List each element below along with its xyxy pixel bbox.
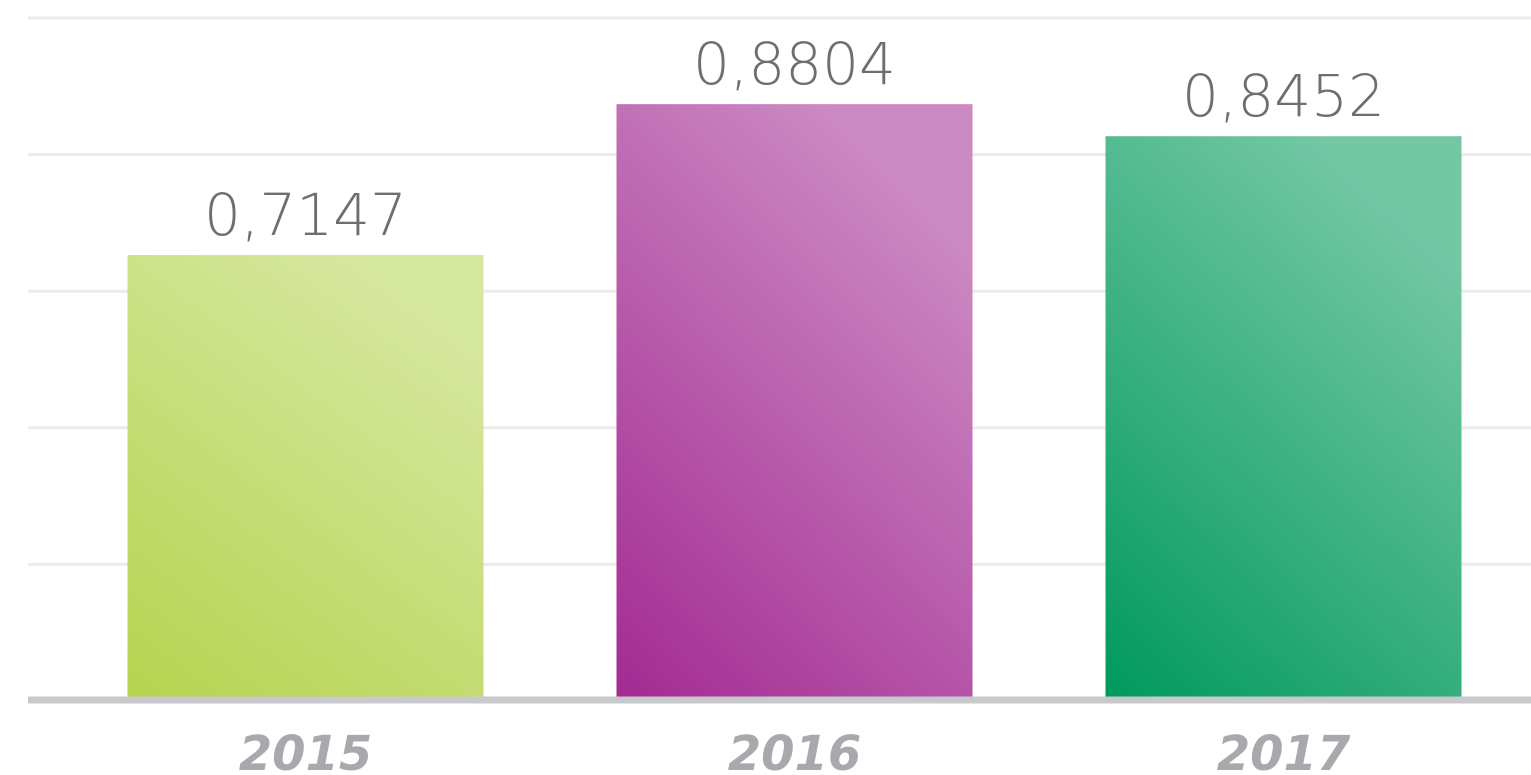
bar (127, 255, 484, 701)
bar (616, 104, 973, 702)
bar (1105, 136, 1462, 701)
value-label: 0,8804 (693, 30, 896, 98)
x-tick-label: 2016 (728, 726, 862, 775)
x-tick-label: 2017 (1217, 726, 1351, 775)
value-label: 0,8452 (1182, 62, 1385, 130)
value-label: 0,7147 (204, 181, 407, 249)
x-tick-label: 2015 (239, 726, 373, 775)
